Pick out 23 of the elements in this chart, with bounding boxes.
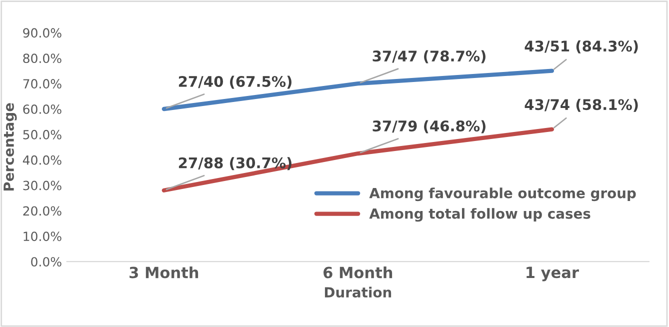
- legend-label: Among favourable outcome group: [369, 188, 636, 202]
- y-tick-label: 40.0%: [22, 155, 62, 165]
- annotation: 27/40 (67.5%): [178, 76, 292, 89]
- x-tick-label: 1 year: [526, 266, 579, 282]
- annotation: 27/88 (30.7%): [178, 157, 292, 170]
- y-tick-label: 70.0%: [23, 79, 62, 88]
- y-tick-label: 20.0%: [23, 206, 62, 216]
- x-axis-title: Duration: [324, 286, 392, 298]
- y-tick-label: 80.0%: [23, 54, 62, 64]
- x-tick-label: 3 Month: [130, 266, 198, 278]
- annotation: 43/51 (84.3%): [524, 40, 638, 54]
- y-tick-label: 30.0%: [23, 180, 62, 190]
- annotation: 37/79 (46.8%): [372, 120, 486, 134]
- x-tick-label: 6 Month: [324, 266, 392, 278]
- y-tick-label: 0.0%: [31, 257, 62, 267]
- legend-label: Among total follow up cases: [369, 208, 590, 222]
- y-tick-label: 60.0%: [23, 104, 62, 114]
- annotation: 43/74 (58.1%): [524, 98, 638, 112]
- y-tick-label: 10.0%: [24, 232, 62, 242]
- y-tick-label: 50.0%: [23, 130, 62, 140]
- y-tick-label: 90.0%: [23, 28, 62, 38]
- annotation: 37/47 (78.7%): [372, 50, 486, 64]
- y-axis-title: Percentage: [4, 103, 17, 191]
